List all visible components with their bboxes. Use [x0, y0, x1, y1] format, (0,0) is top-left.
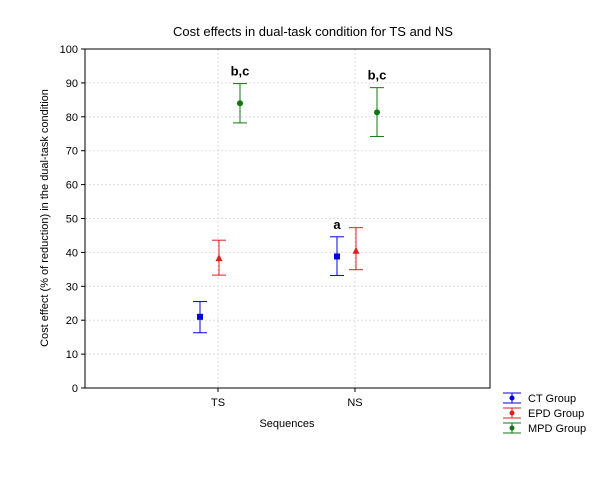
legend-marker: [509, 395, 515, 401]
significance-label: b,c: [368, 68, 387, 83]
data-point: [215, 254, 223, 262]
y-tick-label: 50: [66, 214, 78, 226]
legend-marker: [509, 425, 515, 431]
data-point: [334, 253, 340, 260]
plot-frame: [84, 48, 491, 389]
y-tick-label: 60: [66, 180, 78, 192]
significance-label: b,c: [231, 64, 250, 79]
y-axis-label: Cost effect (% of reduction) in the dual…: [39, 89, 51, 347]
legend-label: MPD Group: [528, 423, 586, 435]
data-point: [197, 313, 203, 320]
y-tick-label: 10: [66, 349, 78, 361]
legend-marker: [509, 410, 515, 416]
y-tick-label: 30: [66, 281, 78, 293]
legend-label: EPD Group: [528, 408, 584, 420]
y-tick-label: 0: [72, 383, 78, 395]
x-tick-label: TS: [211, 397, 225, 409]
y-tick-label: 40: [66, 247, 78, 259]
data-point: [237, 100, 243, 107]
significance-label: a: [333, 217, 341, 232]
data-point: [352, 246, 360, 254]
legend-label: CT Group: [528, 393, 576, 405]
y-tick-label: 90: [66, 78, 78, 90]
x-tick-label: NS: [347, 397, 362, 409]
y-tick-label: 80: [66, 112, 78, 124]
chart-title: Cost effects in dual-task condition for …: [173, 24, 453, 39]
y-tick-label: 20: [66, 315, 78, 327]
y-tick-label: 100: [60, 44, 78, 56]
data-point: [374, 109, 380, 116]
x-axis-label: Sequences: [259, 418, 315, 430]
y-tick-label: 70: [66, 146, 78, 158]
